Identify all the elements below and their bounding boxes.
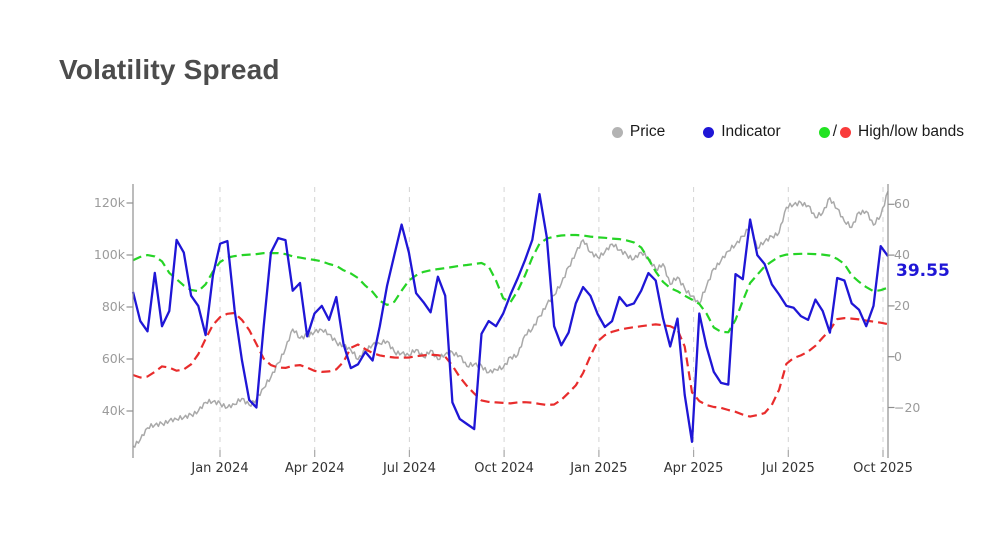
band-separator: /: [832, 123, 838, 140]
legend-label-price: Price: [629, 123, 666, 140]
left-axis-label-40k: 40k: [101, 403, 125, 418]
legend-item-indicator[interactable]: Indicator: [703, 123, 781, 141]
x-axis-label-Jan-2024: Jan 2024: [191, 461, 249, 476]
low-band-swatch-icon: [840, 126, 852, 138]
right-axis-label-0: 0: [894, 348, 902, 364]
left-axis-label-60k: 60k: [101, 351, 125, 366]
legend-item-bands[interactable]: / High/low bands: [818, 123, 964, 141]
x-axis-label-Apr-2024: Apr 2024: [284, 461, 345, 476]
x-axis-label-Jan-2025: Jan 2025: [570, 461, 628, 476]
x-axis-label-Apr-2025: Apr 2025: [663, 461, 724, 476]
indicator-line[interactable]: [131, 192, 889, 443]
high-band-line[interactable]: [132, 233, 889, 334]
legend-label-bands: High/low bands: [858, 123, 964, 140]
left-axis-label-100k: 100k: [93, 247, 125, 262]
low-band-line[interactable]: [132, 311, 889, 418]
legend-label-indicator: Indicator: [721, 123, 781, 140]
right-axis-label-20: 20: [894, 297, 910, 313]
last-value-annotation: 39.55: [896, 261, 950, 281]
left-axis-label-120k: 120k: [93, 195, 125, 210]
right-axis-label-−20: −20: [894, 399, 921, 415]
left-axis-label-80k: 80k: [101, 299, 125, 314]
chart-title: Volatility Spread: [59, 54, 280, 85]
x-axis-label-Oct-2024: Oct 2024: [474, 461, 534, 476]
chart-legend: Price Indicator / High/low bands: [611, 123, 964, 141]
x-axis-label-Oct-2025: Oct 2025: [853, 461, 913, 476]
price-line[interactable]: [132, 190, 889, 448]
x-axis-label-Jul-2025: Jul 2025: [761, 461, 815, 476]
legend-item-price[interactable]: Price: [611, 123, 666, 141]
price-swatch-icon: [611, 126, 623, 138]
right-axis-label-40: 40: [894, 247, 910, 263]
x-axis-label-Jul-2024: Jul 2024: [382, 461, 436, 476]
indicator-swatch-icon: [703, 126, 715, 138]
high-band-swatch-icon: [818, 126, 830, 138]
right-axis-label-60: 60: [894, 196, 910, 212]
